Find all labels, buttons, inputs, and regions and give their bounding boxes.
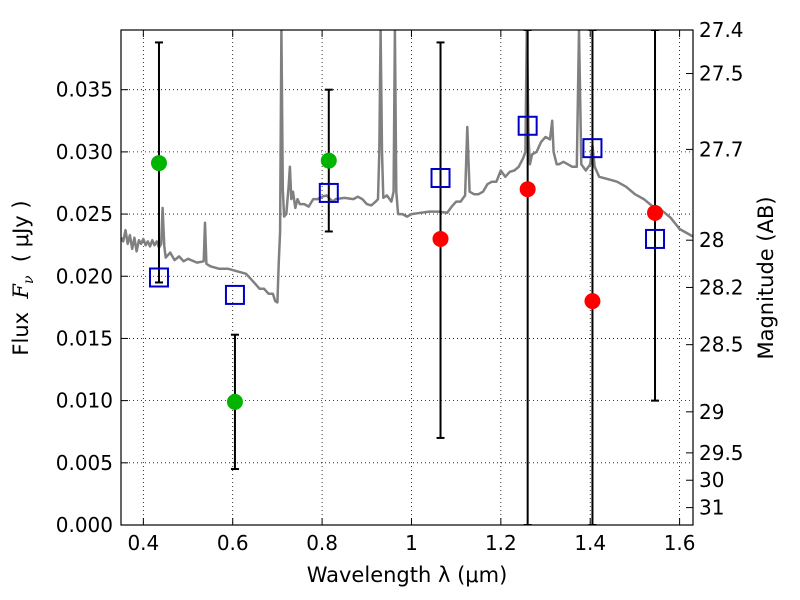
x-tick-label: 0.6 (217, 531, 249, 555)
detection-point (150, 155, 167, 172)
y-axis-title: Flux Fν ( μJy ) (9, 200, 37, 355)
y2-tick-label: 30 (699, 468, 724, 492)
model-square-point (517, 115, 538, 136)
x-tick-label: 0.8 (306, 531, 338, 555)
y2-tick-label: 27.4 (699, 18, 744, 42)
x-tick-label: 1.2 (485, 531, 517, 555)
model-square-point (148, 267, 169, 288)
x-axis-title: Wavelength λ (μm) (307, 563, 508, 587)
plot-data (121, 30, 693, 525)
y2-tick-label: 28 (699, 228, 724, 252)
x-tick-label: 1.4 (574, 531, 606, 555)
spectrum-line (121, 30, 693, 304)
model-square-point (318, 182, 339, 203)
y-axis-title-var: F (9, 283, 33, 300)
detection-point (320, 152, 337, 169)
y2-tick-label: 27.7 (699, 137, 744, 161)
upper-limit-point (432, 230, 449, 247)
plot-frame (120, 29, 694, 526)
y-tick-label: 0.010 (56, 389, 113, 413)
y-tick-label: 0.005 (56, 451, 113, 475)
detection-point (226, 393, 243, 410)
y2-tick-label: 28.2 (699, 275, 744, 299)
x-tick-label: 1 (405, 531, 418, 555)
upper-limit-point (519, 181, 536, 198)
y-tick-label: 0.030 (56, 140, 113, 164)
x-tick-label: 1.6 (664, 531, 696, 555)
y2-tick-label: 29.5 (699, 441, 744, 465)
y-tick-label: 0.015 (56, 326, 113, 350)
y-tick-label: 0.020 (56, 264, 113, 288)
grid (121, 30, 693, 525)
upper-limit-point (584, 293, 601, 310)
upper-limit-point (647, 204, 664, 221)
y-axis-title-prefix: Flux (9, 299, 33, 356)
y-tick-label: 0.035 (56, 78, 113, 102)
model-square-point (224, 284, 245, 305)
y-axis-title-suffix: ( μJy ) (9, 200, 33, 275)
model-square-point (430, 168, 451, 189)
y2-tick-label: 27.5 (699, 62, 744, 86)
y-tick-label: 0.000 (56, 513, 113, 537)
model-square-point (582, 138, 603, 159)
model-square-point (645, 228, 666, 249)
y2-axis-title: Magnitude (AB) (754, 196, 778, 359)
x-tick-label: 0.4 (127, 531, 159, 555)
y2-tick-label: 31 (699, 496, 724, 520)
y2-tick-label: 29 (699, 400, 724, 424)
axis-ticks: 0.4 0.6 0.8 1 1.2 1.4 1.6 0.000 0.005 0.010 0.015 0… (56, 18, 744, 555)
y-tick-label: 0.025 (56, 202, 113, 226)
y-axis-title-sub: ν (21, 275, 37, 284)
y2-tick-label: 28.5 (699, 333, 744, 357)
